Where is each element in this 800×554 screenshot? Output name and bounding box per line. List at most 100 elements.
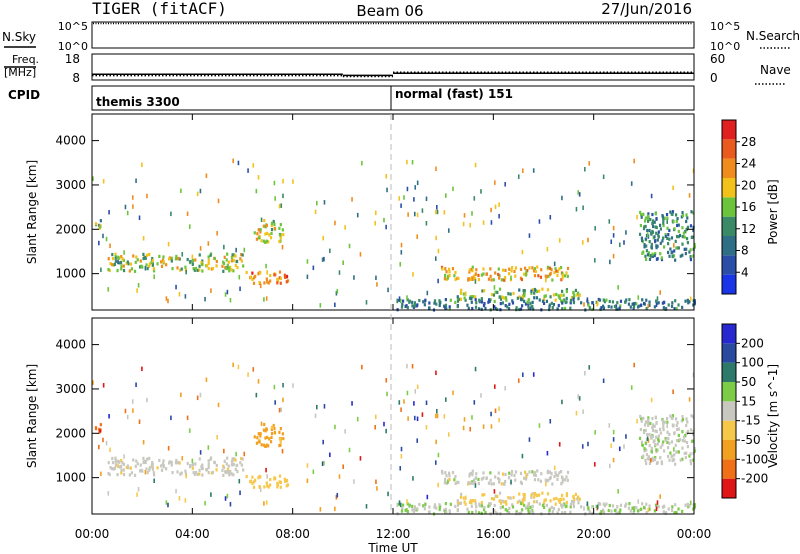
power-y-axis-label: Slant Range [km] — [25, 160, 39, 264]
power-cell — [230, 255, 234, 260]
velocity-cell — [447, 471, 451, 475]
power-cell — [602, 174, 605, 180]
power-cell — [539, 275, 543, 279]
velocity-cell — [507, 476, 511, 480]
power-cell — [425, 196, 428, 202]
power-cell — [483, 301, 486, 306]
power-cell — [265, 277, 268, 281]
velocity-cell — [494, 494, 497, 498]
power-cell — [653, 253, 656, 258]
velocity-cell — [188, 428, 191, 433]
velocity-cell — [692, 432, 695, 436]
velocity-cell — [662, 427, 665, 432]
velocity-cell — [314, 413, 317, 419]
power-cell — [608, 299, 611, 304]
velocity-cell — [229, 469, 232, 474]
velocity-cell — [421, 412, 424, 417]
power-cell — [207, 261, 210, 265]
power-cell — [501, 295, 504, 299]
velocity-cell — [425, 400, 428, 406]
velocity-cell — [199, 450, 202, 455]
radar-title: TIGER (fitACF) — [92, 0, 227, 18]
power-cell — [374, 210, 377, 216]
power-cell — [572, 298, 575, 302]
velocity-cell — [499, 501, 503, 505]
velocity-cell — [559, 470, 563, 474]
power-cell — [565, 271, 568, 275]
power-cell — [518, 295, 521, 299]
power-cell — [524, 273, 528, 277]
velocity-cell — [351, 401, 353, 406]
power-cell — [533, 296, 536, 300]
power-cell — [454, 270, 457, 275]
velocity-cell — [530, 493, 533, 497]
velocity-cell — [602, 510, 606, 514]
velocity-cell — [632, 506, 635, 510]
power-cell — [406, 305, 409, 310]
colorbar-segment — [722, 197, 736, 217]
colorbar-segment — [722, 420, 736, 440]
nsearch-tick-top: 10^5 — [710, 20, 740, 33]
power-cell — [493, 285, 496, 290]
velocity-cell — [583, 506, 585, 511]
power-cell — [560, 299, 563, 303]
velocity-cell — [462, 425, 465, 431]
power-cell — [670, 251, 673, 255]
power-cell — [681, 305, 684, 309]
velocity-cell — [653, 457, 656, 462]
velocity-cell — [566, 478, 569, 482]
velocity-cell — [496, 511, 499, 516]
power-cell — [99, 219, 102, 223]
power-cell — [550, 268, 553, 272]
power-cell — [480, 189, 482, 194]
power-cell — [227, 266, 231, 270]
velocity-cell — [135, 459, 138, 463]
velocity-cell — [525, 473, 527, 479]
power-cell — [566, 274, 569, 278]
velocity-cell — [625, 434, 627, 439]
power-cell — [170, 211, 172, 217]
velocity-cell — [676, 427, 679, 432]
power-cell — [399, 298, 402, 304]
power-cell — [494, 271, 497, 275]
power-cell — [653, 220, 656, 224]
velocity-cell — [443, 508, 446, 512]
velocity-cell — [681, 415, 684, 419]
velocity-cell — [266, 474, 268, 479]
velocity-cell — [653, 424, 656, 428]
y-tick-label: 2000 — [55, 426, 86, 440]
power-cell — [446, 276, 449, 280]
velocity-cell — [689, 428, 693, 432]
velocity-cell — [456, 508, 459, 513]
velocity-cell — [180, 471, 183, 475]
power-cell — [541, 287, 544, 291]
power-cell — [652, 219, 655, 223]
velocity-cell — [524, 506, 528, 510]
power-cell — [537, 274, 540, 278]
power-cell — [556, 269, 560, 274]
power-cell — [690, 210, 693, 214]
freq-unit: [MHz] — [4, 66, 36, 79]
velocity-cell — [453, 478, 456, 482]
power-cell — [667, 303, 670, 307]
velocity-cell — [474, 366, 477, 372]
power-cell — [399, 262, 402, 267]
velocity-cell — [480, 501, 483, 505]
power-cell — [561, 195, 563, 201]
velocity-cell — [561, 399, 563, 405]
velocity-cell — [651, 428, 655, 433]
nave-tick-bottom: 0 — [710, 71, 718, 85]
velocity-cell — [680, 419, 683, 423]
velocity-cell — [657, 434, 660, 438]
velocity-cell — [444, 471, 447, 475]
power-cell — [517, 174, 520, 179]
velocity-cell — [192, 462, 195, 466]
velocity-cell — [530, 509, 533, 513]
velocity-cell — [230, 463, 234, 467]
velocity-cell — [434, 460, 437, 465]
power-cell — [217, 198, 220, 204]
velocity-cell — [148, 468, 151, 472]
power-cell — [496, 290, 499, 295]
velocity-cell — [128, 473, 131, 477]
velocity-cell — [398, 500, 401, 505]
